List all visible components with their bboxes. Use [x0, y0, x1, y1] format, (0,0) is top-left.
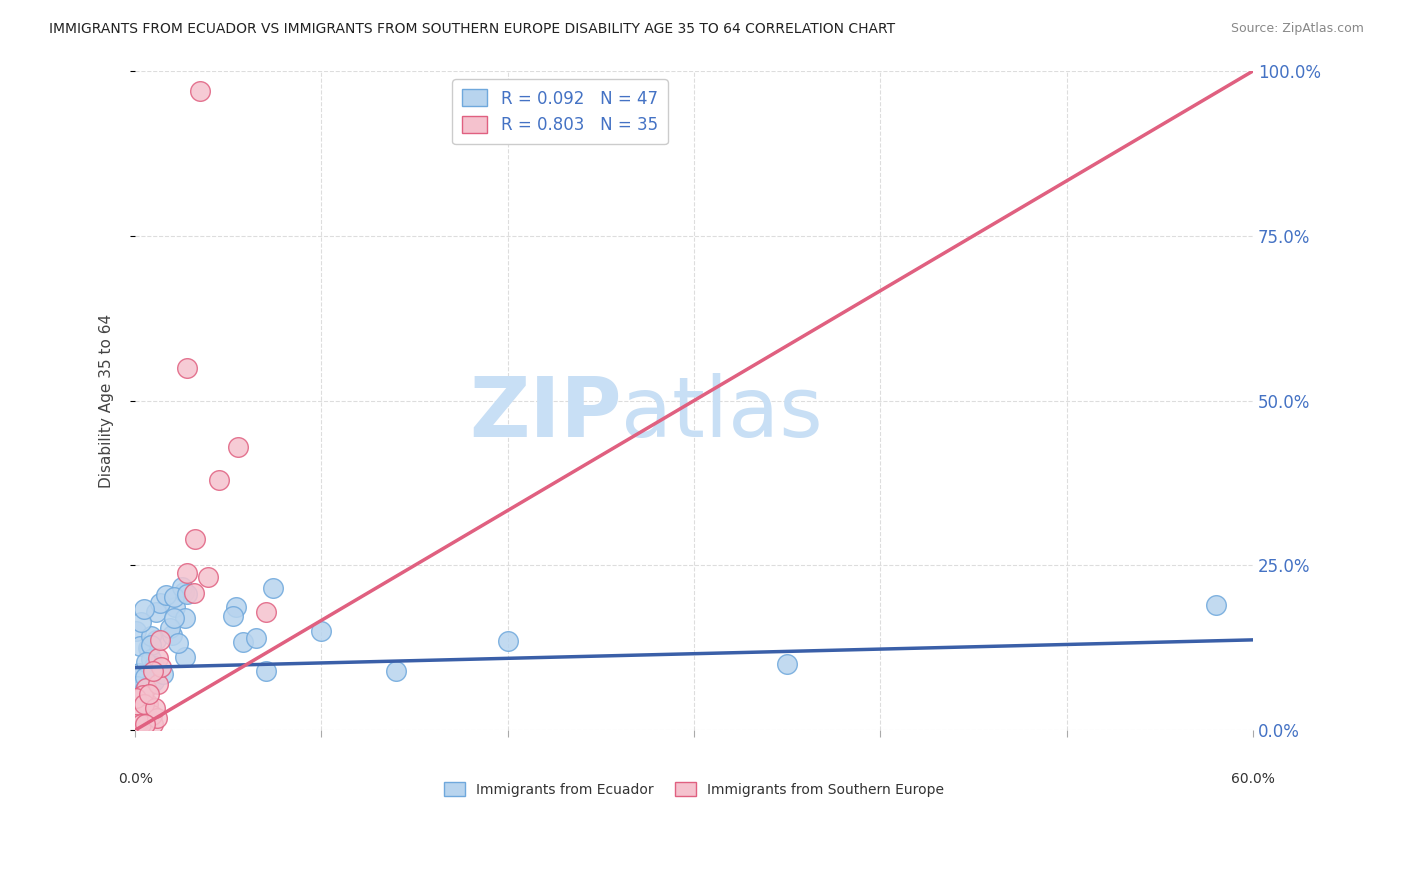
Point [208, 473, 231, 487]
Point [170, 580, 193, 594]
Point [139, 675, 162, 690]
Point [226, 440, 249, 454]
Point [225, 600, 247, 615]
Point [139, 629, 162, 643]
Point [134, 670, 156, 684]
Point [132, 601, 155, 615]
Point [1205, 598, 1227, 612]
Point [132, 697, 155, 711]
Point [127, 716, 149, 731]
Legend: Immigrants from Ecuador, Immigrants from Southern Europe: Immigrants from Ecuador, Immigrants from… [439, 776, 949, 802]
Point [135, 698, 157, 712]
Point [125, 679, 148, 693]
Point [134, 655, 156, 669]
Point [176, 566, 198, 580]
Point [385, 664, 408, 678]
Point [143, 659, 166, 673]
Point [146, 677, 169, 691]
Point [138, 642, 160, 657]
Point [142, 716, 165, 731]
Point [222, 608, 245, 623]
Point [159, 621, 181, 635]
Point [134, 681, 156, 696]
Point [128, 666, 150, 681]
Point [131, 688, 153, 702]
Point [173, 585, 195, 599]
Point [496, 634, 519, 648]
Point [176, 360, 198, 375]
Point [163, 599, 186, 614]
Point [129, 716, 152, 731]
Text: 60.0%: 60.0% [1230, 772, 1275, 786]
Point [776, 657, 799, 672]
Point [143, 674, 166, 689]
Point [160, 628, 183, 642]
Point [125, 716, 148, 731]
Text: IMMIGRANTS FROM ECUADOR VS IMMIGRANTS FROM SOUTHERN EUROPE DISABILITY AGE 35 TO : IMMIGRANTS FROM ECUADOR VS IMMIGRANTS FR… [49, 22, 896, 37]
Point [125, 716, 148, 731]
Text: Source: ZipAtlas.com: Source: ZipAtlas.com [1230, 22, 1364, 36]
Point [135, 681, 157, 696]
Point [138, 687, 160, 701]
Text: atlas: atlas [621, 373, 823, 454]
Point [311, 624, 333, 639]
Point [163, 591, 186, 605]
Point [136, 640, 159, 655]
Point [138, 712, 160, 726]
Point [145, 605, 167, 619]
Point [183, 585, 205, 599]
Point [145, 711, 167, 725]
Point [232, 635, 254, 649]
Point [125, 716, 148, 731]
Point [139, 651, 162, 665]
Point [129, 639, 152, 653]
Point [125, 624, 148, 639]
Point [146, 651, 169, 665]
Point [142, 664, 165, 678]
Point [254, 664, 277, 678]
Point [163, 611, 186, 625]
Point [174, 650, 197, 665]
Point [197, 569, 219, 583]
Point [134, 716, 156, 731]
Point [176, 587, 198, 601]
Point [245, 631, 267, 645]
Point [149, 595, 172, 609]
Text: ZIP: ZIP [468, 373, 621, 454]
Point [262, 581, 284, 595]
Point [127, 716, 149, 731]
Point [184, 532, 207, 546]
Point [150, 660, 173, 674]
Point [254, 605, 277, 619]
Y-axis label: Disability Age 35 to 64: Disability Age 35 to 64 [100, 314, 114, 488]
Point [152, 667, 174, 681]
Point [136, 697, 159, 711]
Point [129, 615, 152, 629]
Point [127, 671, 149, 685]
Point [141, 707, 163, 722]
Point [127, 699, 149, 714]
Point [149, 633, 172, 648]
Point [174, 611, 197, 625]
Point [145, 633, 167, 648]
Point [190, 84, 212, 98]
Point [167, 636, 190, 650]
Point [143, 700, 166, 714]
Point [139, 676, 162, 690]
Point [125, 716, 148, 731]
Point [125, 691, 148, 706]
Point [139, 638, 162, 652]
Point [155, 588, 177, 602]
Text: 0.0%: 0.0% [118, 772, 153, 786]
Point [129, 685, 152, 699]
